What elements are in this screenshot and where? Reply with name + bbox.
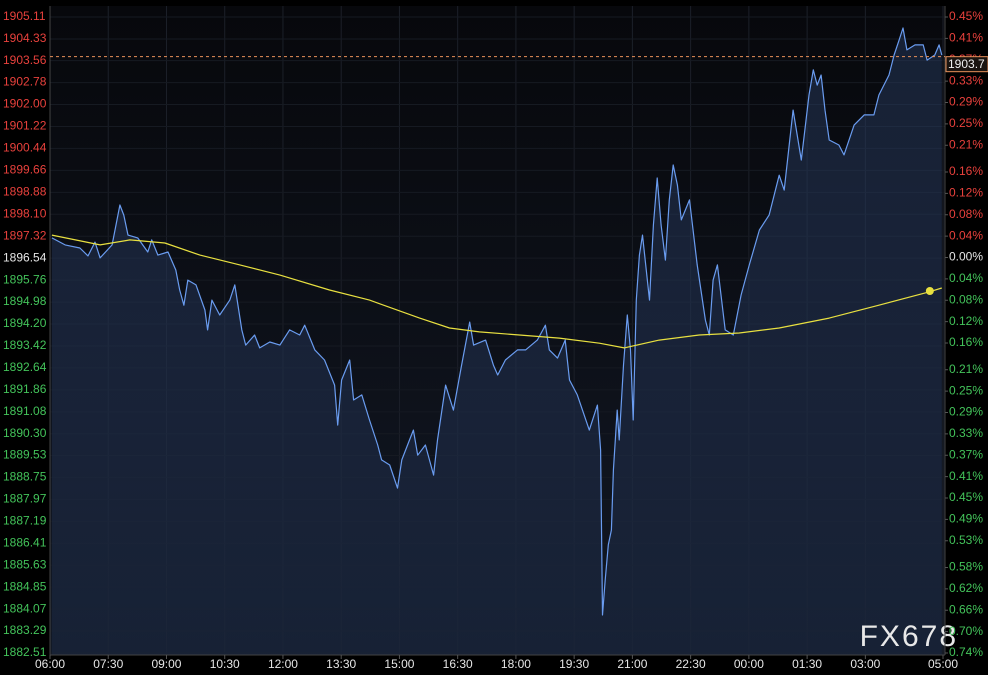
y2-tick-label: 0.16% bbox=[949, 164, 983, 178]
y2-tick-label: 0.41% bbox=[949, 31, 983, 45]
y-tick-label: 1891.08 bbox=[3, 404, 47, 418]
y-tick-label: 1884.07 bbox=[3, 601, 47, 615]
last-price-box bbox=[945, 56, 988, 73]
x-tick-label: 10:30 bbox=[210, 657, 240, 671]
y2-tick-label: 0.04% bbox=[949, 228, 983, 242]
y-tick-label: 1903.56 bbox=[3, 53, 47, 67]
y2-tick-label: 0.37% bbox=[949, 447, 983, 461]
x-tick-label: 12:00 bbox=[268, 657, 298, 671]
y2-tick-label: 0.00% bbox=[949, 250, 983, 264]
y-tick-label: 1892.64 bbox=[3, 360, 47, 374]
y-tick-label: 1904.33 bbox=[3, 31, 47, 45]
x-tick-label: 22:30 bbox=[676, 657, 706, 671]
y2-tick-label: 0.25% bbox=[949, 116, 983, 130]
y-tick-label: 1887.19 bbox=[3, 513, 47, 527]
y-tick-label: 1894.20 bbox=[3, 316, 47, 330]
price-area bbox=[51, 28, 942, 655]
y2-tick-label: 0.33% bbox=[949, 426, 983, 440]
y2-tick-label: 0.66% bbox=[949, 602, 983, 616]
y2-tick-label: 0.58% bbox=[949, 560, 983, 574]
x-tick-label: 00:00 bbox=[734, 657, 764, 671]
y-tick-label: 1899.66 bbox=[3, 163, 47, 177]
x-tick-label: 15:00 bbox=[384, 657, 414, 671]
x-tick-label: 05:00 bbox=[928, 657, 958, 671]
y-tick-label: 1902.00 bbox=[3, 97, 47, 111]
y2-tick-label: 0.29% bbox=[949, 405, 983, 419]
x-tick-label: 18:00 bbox=[501, 657, 531, 671]
y-tick-label: 1898.10 bbox=[3, 206, 47, 220]
y2-tick-label: 0.12% bbox=[949, 186, 983, 200]
y2-tick-label: 0.08% bbox=[949, 207, 983, 221]
y2-tick-label: 0.29% bbox=[949, 95, 983, 109]
y2-tick-label: 0.33% bbox=[949, 73, 983, 87]
y-tick-label: 1894.98 bbox=[3, 294, 47, 308]
x-tick-label: 01:30 bbox=[792, 657, 822, 671]
x-tick-label: 21:00 bbox=[617, 657, 647, 671]
y-tick-label: 1897.32 bbox=[3, 228, 47, 242]
series-line bbox=[51, 27, 943, 616]
y2-tick-label: 0.62% bbox=[949, 581, 983, 595]
y-tick-label: 1882.51 bbox=[3, 645, 47, 659]
y-tick-label: 1895.76 bbox=[3, 272, 47, 286]
x-tick-label: 09:00 bbox=[151, 657, 181, 671]
y2-tick-label: 0.45% bbox=[949, 9, 983, 23]
y2-tick-label: 0.70% bbox=[949, 624, 983, 638]
y2-tick-label: 0.08% bbox=[949, 292, 983, 306]
last-price-label: 1903.7 bbox=[948, 57, 985, 71]
x-tick-label: 06:00 bbox=[35, 657, 65, 671]
y2-tick-label: 0.25% bbox=[949, 383, 983, 397]
y-tick-label: 1883.29 bbox=[3, 623, 47, 637]
y-tick-label: 1890.30 bbox=[3, 426, 47, 440]
y2-tick-label: 0.21% bbox=[949, 137, 983, 151]
y2-tick-label: 0.53% bbox=[949, 533, 983, 547]
y-tick-label: 1889.53 bbox=[3, 448, 47, 462]
end-dot bbox=[925, 287, 934, 296]
y2-tick-label: 0.45% bbox=[949, 490, 983, 504]
y-tick-label: 1891.86 bbox=[3, 382, 47, 396]
y-tick-label: 1886.41 bbox=[3, 535, 47, 549]
y-tick-label: 1888.75 bbox=[3, 470, 47, 484]
y-tick-label: 1898.88 bbox=[3, 184, 47, 198]
y-tick-label: 1896.54 bbox=[3, 250, 47, 264]
x-tick-label: 16:30 bbox=[443, 657, 473, 671]
y-tick-label: 1893.42 bbox=[3, 338, 47, 352]
y2-tick-label: 0.21% bbox=[949, 362, 983, 376]
y-tick-label: 1902.78 bbox=[3, 75, 47, 89]
x-tick-label: 03:00 bbox=[850, 657, 880, 671]
y2-tick-label: 0.41% bbox=[949, 469, 983, 483]
watermark: FX678 bbox=[860, 620, 958, 653]
y2-tick-label: 0.16% bbox=[949, 335, 983, 349]
y2-tick-label: 0.12% bbox=[949, 314, 983, 328]
y-tick-label: 1885.63 bbox=[3, 557, 47, 571]
series-line bbox=[51, 234, 942, 349]
y2-tick-label: 0.74% bbox=[949, 645, 983, 659]
x-tick-label: 07:30 bbox=[93, 657, 123, 671]
y2-tick-label: 0.49% bbox=[949, 512, 983, 526]
y-tick-label: 1900.44 bbox=[3, 141, 47, 155]
y2-tick-label: 0.04% bbox=[949, 271, 983, 285]
x-tick-label: 19:30 bbox=[559, 657, 589, 671]
y-tick-label: 1905.11 bbox=[3, 9, 46, 23]
x-tick-label: 13:30 bbox=[326, 657, 356, 671]
y-tick-label: 1901.22 bbox=[3, 119, 47, 133]
y-tick-label: 1887.97 bbox=[3, 492, 47, 506]
y-tick-label: 1884.85 bbox=[3, 579, 47, 593]
